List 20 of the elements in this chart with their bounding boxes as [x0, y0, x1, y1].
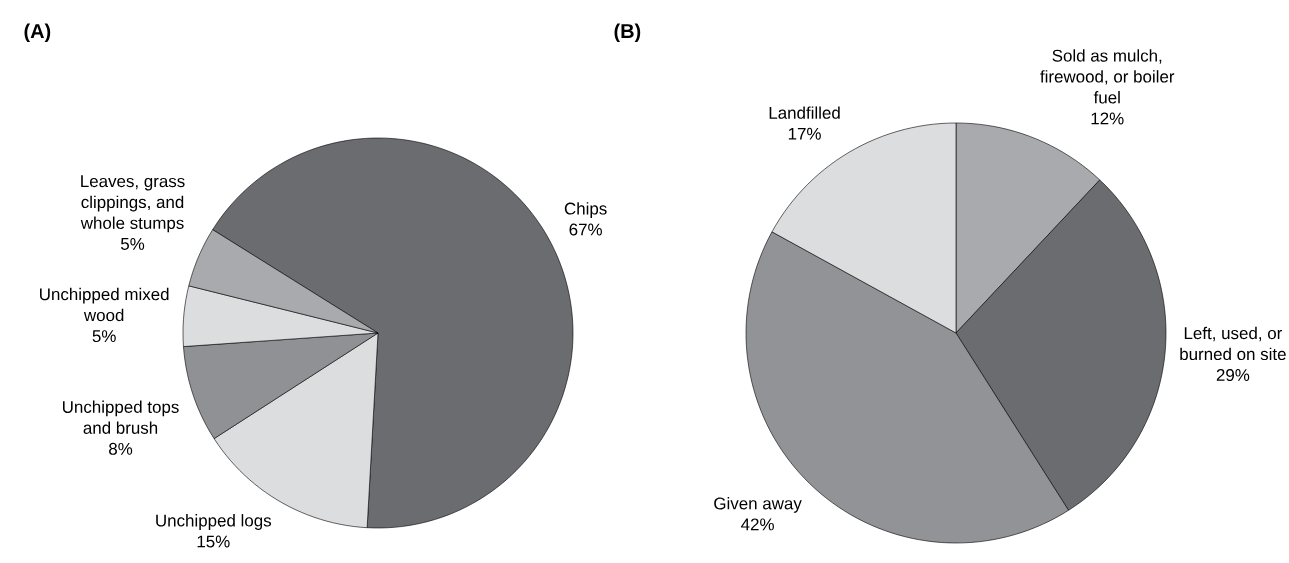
slice-label: Left, used, or burned on site: [1180, 326, 1286, 361]
slice-label: Sold as mulch, firewood, or boiler fuel: [1040, 49, 1175, 104]
data-label: 42%: [741, 518, 774, 531]
data-label: 17%: [788, 127, 821, 140]
data-label: 5%: [120, 238, 145, 250]
slice-label: Unchipped logs: [156, 514, 272, 530]
chart-title: (B): [614, 23, 641, 43]
data-label: 12%: [1091, 112, 1124, 125]
data-label: 5%: [92, 330, 116, 343]
slice-label: Chips: [564, 202, 607, 218]
slice-label: Leaves, grass clippings, and whole stumps: [80, 175, 185, 233]
data-label: 15%: [197, 535, 230, 548]
data-label: 67%: [569, 223, 602, 236]
slice-label: Unchipped tops and brush: [63, 400, 179, 434]
slice-label: Landfilled: [769, 106, 840, 119]
chart-title: (A): [24, 23, 51, 43]
data-label: 29%: [1216, 369, 1250, 382]
slice-label: Unchipped mixed wood: [40, 287, 169, 322]
slice-label: Given away: [714, 497, 802, 513]
data-label: 8%: [109, 442, 133, 455]
